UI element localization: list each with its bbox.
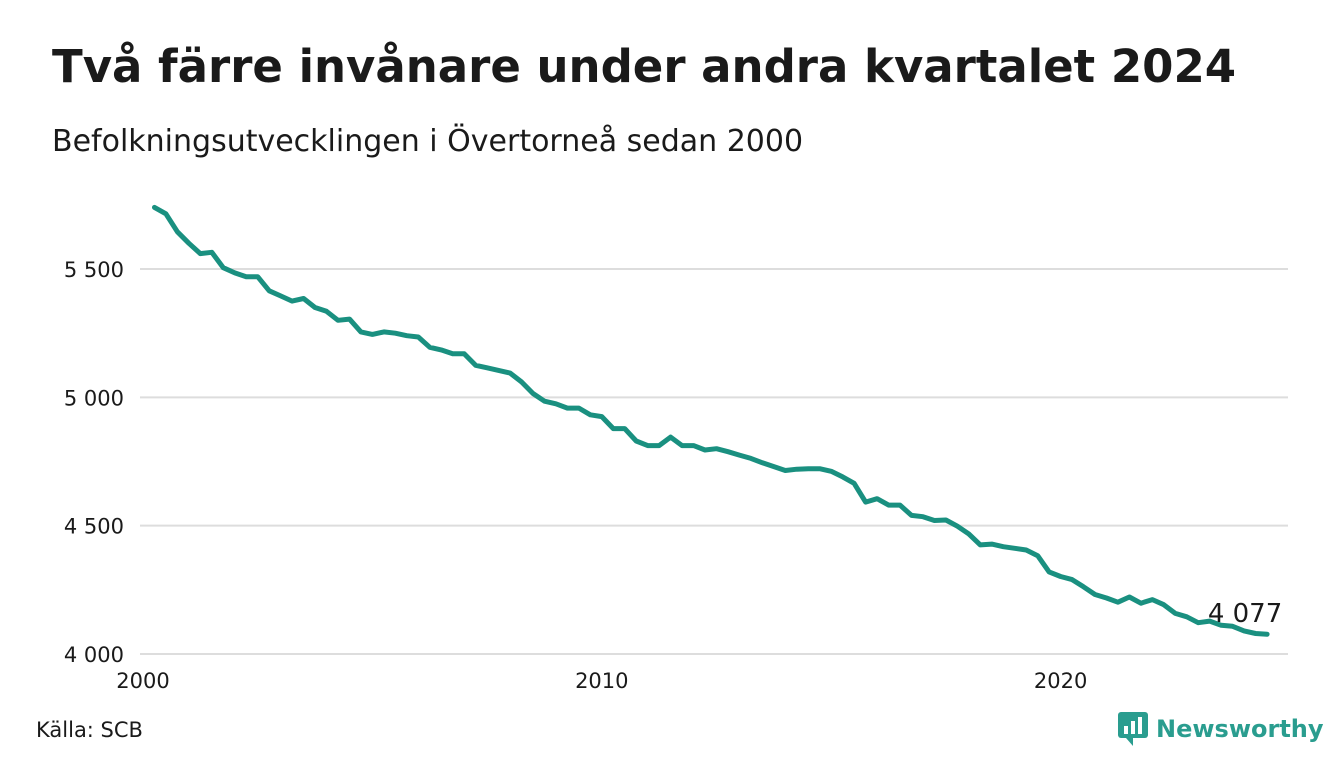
x-tick-label: 2010 — [575, 669, 628, 693]
x-tick-label: 2000 — [116, 669, 169, 693]
y-tick-label: 5 000 — [64, 386, 124, 410]
population-series-line — [152, 204, 1270, 637]
y-tick-label: 4 000 — [64, 643, 124, 667]
source-note: Källa: SCB — [36, 718, 143, 742]
y-tick-label: 5 500 — [64, 258, 124, 282]
x-axis-tick-labels: 2000 2010 2020 — [116, 669, 1087, 693]
chart-title: Två färre invånare under andra kvartalet… — [52, 40, 1237, 93]
y-tick-label: 4 500 — [64, 515, 124, 539]
y-axis-tick-labels: 4 000 4 500 5 000 5 500 — [64, 258, 124, 667]
brand-logo: Newsworthy — [1118, 712, 1324, 746]
chart-subtitle: Befolkningsutvecklingen i Övertorneå sed… — [52, 124, 804, 159]
end-value-label: 4 077 — [1208, 599, 1282, 629]
x-tick-label: 2020 — [1034, 669, 1087, 693]
gridlines — [140, 268, 1288, 655]
brand-name: Newsworthy — [1156, 715, 1324, 743]
newsworthy-logo-icon — [1118, 712, 1148, 746]
